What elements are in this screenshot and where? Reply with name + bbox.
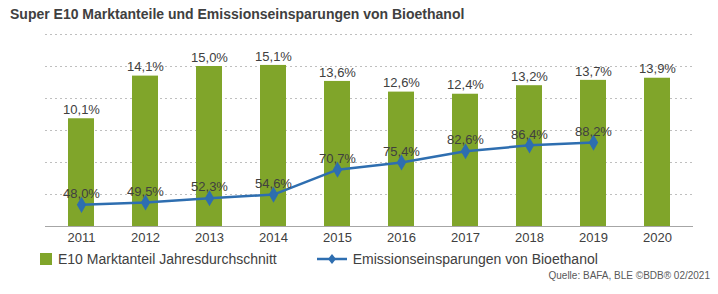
svg-text:2016: 2016 xyxy=(387,230,416,245)
svg-text:12,4%: 12,4% xyxy=(447,77,484,92)
svg-text:2012: 2012 xyxy=(131,230,160,245)
svg-text:2020: 2020 xyxy=(643,230,672,245)
svg-text:13,7%: 13,7% xyxy=(575,64,612,79)
svg-text:2011: 2011 xyxy=(68,230,96,245)
svg-text:2015: 2015 xyxy=(323,230,352,245)
svg-text:10,1%: 10,1% xyxy=(63,102,100,117)
svg-text:75,4%: 75,4% xyxy=(383,144,420,159)
html-text:E10 Marktanteil Jahresdurchsch: E10 Marktanteil Jahresdurchschnitt xyxy=(58,251,277,267)
svg-text:12,6%: 12,6% xyxy=(383,75,420,90)
svg-text:2014: 2014 xyxy=(259,230,288,245)
svg-text:2017: 2017 xyxy=(451,230,480,245)
svg-text:15,0%: 15,0% xyxy=(191,50,228,65)
svg-text:54,6%: 54,6% xyxy=(255,176,292,191)
svg-text:48,0%: 48,0% xyxy=(63,186,100,201)
html-text:Super E10 Marktanteile und Emi: Super E10 Marktanteile und Emissionseins… xyxy=(10,6,465,22)
svg-text:49,5%: 49,5% xyxy=(127,184,164,199)
svg-text:52,3%: 52,3% xyxy=(191,179,228,194)
svg-text:13,6%: 13,6% xyxy=(319,65,356,80)
svg-text:82,6%: 82,6% xyxy=(447,132,484,147)
svg-text:15,1%: 15,1% xyxy=(255,49,292,64)
html-text:Quelle: BAFA, BLE ©BDB® 02/202: Quelle: BAFA, BLE ©BDB® 02/2021 xyxy=(548,270,710,281)
svg-text:14,1%: 14,1% xyxy=(127,59,164,74)
svg-text:2018: 2018 xyxy=(515,230,544,245)
svg-text:88,2%: 88,2% xyxy=(575,124,612,139)
svg-text:70,7%: 70,7% xyxy=(319,151,356,166)
svg-text:13,9%: 13,9% xyxy=(639,61,676,76)
svg-text:13,2%: 13,2% xyxy=(511,69,548,84)
svg-text:86,4%: 86,4% xyxy=(511,127,548,142)
svg-text:2019: 2019 xyxy=(579,230,608,245)
html-text:Emissionseinsparungen von Bioe: Emissionseinsparungen von Bioethanol xyxy=(352,251,598,267)
svg-text:2013: 2013 xyxy=(195,230,224,245)
